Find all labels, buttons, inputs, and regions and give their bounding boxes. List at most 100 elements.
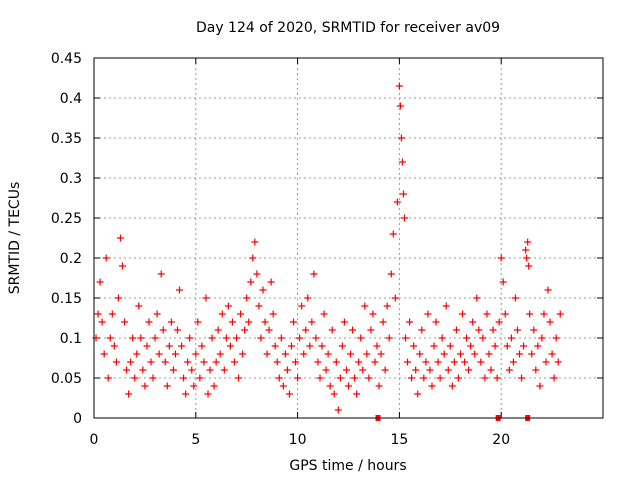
data-point [233, 334, 241, 342]
data-point [125, 390, 133, 398]
data-point [399, 190, 407, 198]
data-point [479, 334, 487, 342]
data-point [391, 294, 399, 302]
data-point [106, 334, 114, 342]
y-tick-label: 0.3 [60, 171, 82, 187]
data-point [180, 374, 188, 382]
data-point [452, 326, 460, 334]
data-point [224, 302, 232, 310]
data-point [516, 350, 524, 358]
data-point [540, 310, 548, 318]
data-point [94, 310, 102, 318]
data-point [133, 350, 141, 358]
data-point [430, 342, 438, 350]
data-point [351, 374, 359, 382]
data-point [532, 366, 540, 374]
y-tick-label: 0.4 [60, 91, 82, 107]
data-point [271, 342, 279, 350]
y-tick-label: 0.2 [60, 251, 82, 267]
data-point [387, 270, 395, 278]
data-point [373, 342, 381, 350]
data-point [230, 358, 238, 366]
data-point [129, 334, 137, 342]
data-point [330, 390, 338, 398]
data-point [226, 342, 234, 350]
data-point [161, 358, 169, 366]
data-point [548, 350, 556, 358]
y-tick-label: 0.1 [60, 331, 82, 347]
data-point [418, 326, 426, 334]
data-point [393, 198, 401, 206]
data-point [324, 350, 332, 358]
data-point [257, 334, 265, 342]
data-point [525, 262, 533, 270]
data-point [239, 350, 247, 358]
data-point [273, 358, 281, 366]
data-point [322, 366, 330, 374]
data-point [245, 318, 253, 326]
data-point [283, 366, 291, 374]
data-point [473, 294, 481, 302]
data-point [167, 318, 175, 326]
data-point [332, 358, 340, 366]
data-point [509, 358, 517, 366]
data-point [454, 374, 462, 382]
data-point [157, 270, 165, 278]
data-point [363, 350, 371, 358]
data-point [296, 334, 304, 342]
data-point [147, 358, 155, 366]
data-point [377, 350, 385, 358]
data-point [218, 310, 226, 318]
chart-title: Day 124 of 2020, SRMTID for receiver av0… [196, 20, 500, 36]
data-point [526, 310, 534, 318]
data-point [456, 350, 464, 358]
data-point [96, 278, 104, 286]
data-point [420, 374, 428, 382]
data-point [546, 318, 554, 326]
data-point [336, 374, 344, 382]
data-point [523, 254, 531, 262]
data-point [135, 302, 143, 310]
data-point [165, 342, 173, 350]
data-points [92, 82, 564, 414]
y-axis-label: SRMTID / TECUs [7, 182, 23, 295]
data-point [424, 310, 432, 318]
data-point [176, 286, 184, 294]
data-point [410, 342, 418, 350]
data-point [475, 326, 483, 334]
data-point [100, 350, 108, 358]
data-point [173, 326, 181, 334]
data-point [216, 350, 224, 358]
data-point [552, 334, 560, 342]
data-point [408, 374, 416, 382]
data-point [302, 326, 310, 334]
data-point [253, 270, 261, 278]
y-tick-label: 0.05 [51, 371, 82, 387]
data-point [357, 334, 365, 342]
data-point [365, 374, 373, 382]
data-point [436, 374, 444, 382]
data-point [450, 358, 458, 366]
data-point [186, 334, 194, 342]
data-point [171, 350, 179, 358]
data-point [326, 382, 334, 390]
data-point [477, 358, 485, 366]
data-point [459, 310, 467, 318]
data-point [228, 318, 236, 326]
data-point [294, 374, 302, 382]
data-point [141, 382, 149, 390]
data-point [493, 374, 501, 382]
data-point [511, 294, 519, 302]
data-point [400, 214, 408, 222]
data-point [265, 326, 273, 334]
data-point [143, 342, 151, 350]
data-point [550, 374, 558, 382]
data-point [184, 358, 192, 366]
data-point [440, 350, 448, 358]
data-point [235, 374, 243, 382]
data-point [396, 102, 404, 110]
data-point [461, 358, 469, 366]
data-point [261, 318, 269, 326]
data-point [243, 294, 251, 302]
data-point [247, 278, 255, 286]
